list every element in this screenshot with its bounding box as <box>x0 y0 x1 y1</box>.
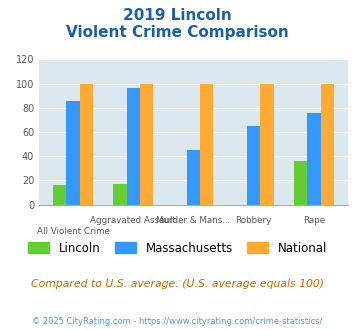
Bar <box>260 83 274 205</box>
Text: Rape: Rape <box>303 216 325 225</box>
Bar <box>127 88 140 205</box>
Text: All Violent Crime: All Violent Crime <box>37 227 109 236</box>
Text: Aggravated Assault: Aggravated Assault <box>90 216 176 225</box>
Bar <box>187 150 200 205</box>
Bar <box>200 83 213 205</box>
Bar <box>53 185 66 205</box>
Bar <box>113 184 127 205</box>
Text: © 2025 CityRating.com - https://www.cityrating.com/crime-statistics/: © 2025 CityRating.com - https://www.city… <box>32 317 323 326</box>
Bar <box>247 126 260 205</box>
Bar <box>294 161 307 205</box>
Text: Compared to U.S. average. (U.S. average equals 100): Compared to U.S. average. (U.S. average … <box>31 279 324 289</box>
Text: Murder & Mans...: Murder & Mans... <box>156 216 231 225</box>
Text: Robbery: Robbery <box>236 216 272 225</box>
Bar <box>307 113 321 205</box>
Bar <box>321 83 334 205</box>
Bar <box>140 83 153 205</box>
Text: Violent Crime Comparison: Violent Crime Comparison <box>66 25 289 40</box>
Legend: Lincoln, Massachusetts, National: Lincoln, Massachusetts, National <box>23 237 332 259</box>
Bar <box>66 101 80 205</box>
Text: 2019 Lincoln: 2019 Lincoln <box>123 8 232 23</box>
Bar <box>80 83 93 205</box>
